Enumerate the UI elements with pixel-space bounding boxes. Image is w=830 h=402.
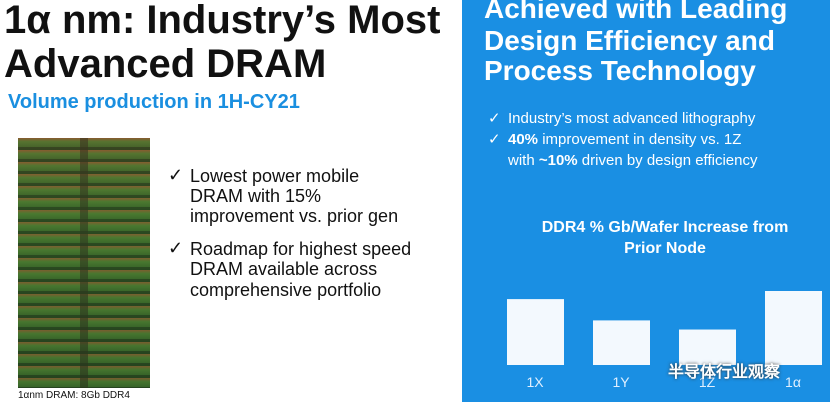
- slide-title: Advanced DRAM: [4, 42, 327, 86]
- bold-text: ~10%: [538, 152, 578, 169]
- bullet-line: Lowest power mobile: [190, 166, 360, 186]
- chart: DDR4 % Gb/Wafer Increase from Prior Node…: [507, 219, 822, 390]
- panel-title: Process Technology: [484, 55, 756, 86]
- watermark: 半导体行业观察: [668, 364, 781, 381]
- text: improvement in density vs. 1Z: [538, 131, 742, 148]
- bullet-line: comprehensive portfolio: [190, 280, 382, 300]
- subtitle: Volume production in 1H-CY21: [8, 91, 300, 113]
- bold-text: 40%: [508, 131, 539, 148]
- bullet-line: DRAM available across: [190, 259, 378, 279]
- bar: [507, 299, 564, 365]
- bullet-line: improvement vs. prior gen: [190, 206, 399, 226]
- check-icon: ✓: [168, 238, 184, 258]
- bar: [679, 329, 736, 365]
- check-icon: ✓: [488, 131, 501, 148]
- panel-title: Design Efficiency and: [484, 25, 775, 56]
- x-tick-label: 1X: [526, 374, 544, 390]
- slide-title: 1α nm: Industry’s Most: [4, 0, 441, 42]
- check-icon: ✓: [168, 165, 184, 185]
- bullet-line: Industry’s most advanced lithography: [508, 110, 756, 127]
- panel-title: Achieved with Leading: [484, 0, 788, 24]
- bar: [593, 320, 650, 365]
- bullet-line: DRAM with 15%: [190, 186, 322, 206]
- bullet-line: with ~10% driven by design efficiency: [508, 152, 757, 169]
- x-tick-label: 1α: [785, 374, 801, 390]
- bullet-line: 40% improvement in density vs. 1Z: [508, 131, 741, 148]
- text: driven by design efficiency: [577, 152, 758, 169]
- chip-image: [18, 138, 150, 388]
- image-caption: 1αnm DRAM: 8Gb DDR4: [18, 390, 130, 401]
- check-icon: ✓: [488, 110, 501, 127]
- chart-title: Prior Node: [624, 240, 706, 257]
- x-tick-label: 1Z: [699, 374, 716, 390]
- x-tick-label: 1Y: [612, 374, 630, 390]
- bullet-line: Roadmap for highest speed: [190, 239, 412, 259]
- text: with: [508, 152, 539, 169]
- chart-title: DDR4 % Gb/Wafer Increase from: [542, 219, 789, 236]
- bar: [765, 291, 822, 365]
